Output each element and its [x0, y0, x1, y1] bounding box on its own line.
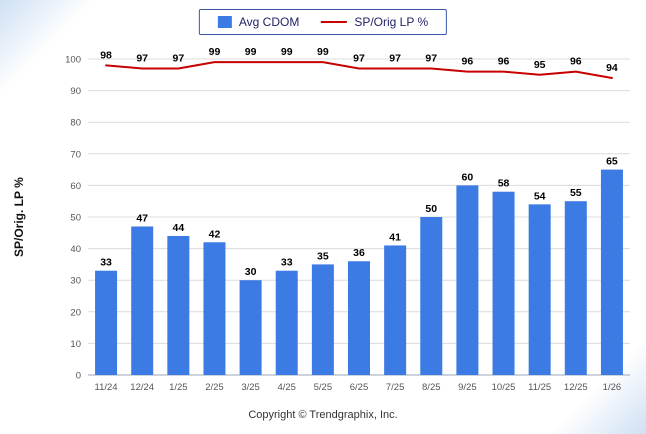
line-value-label: 99	[317, 46, 329, 58]
bar-series-swatch	[217, 16, 232, 28]
bar-avg-cdom	[95, 270, 118, 375]
bar-value-label: 65	[606, 156, 618, 168]
bar-avg-cdom	[492, 191, 515, 375]
legend-label-sp-orig-lp: SP/Orig LP %	[354, 15, 429, 29]
y-tick-label: 60	[70, 181, 81, 192]
bar-value-label: 42	[209, 228, 221, 240]
line-value-label: 96	[570, 56, 582, 68]
line-value-label: 94	[606, 62, 618, 74]
bar-value-label: 55	[570, 187, 582, 199]
bar-avg-cdom	[275, 270, 298, 375]
x-tick-label: 12/24	[130, 382, 154, 393]
x-tick-label: 4/25	[277, 382, 296, 393]
bar-value-label: 58	[498, 178, 510, 190]
legend-item-sp-orig-lp: SP/Orig LP %	[321, 15, 428, 29]
line-value-label: 97	[136, 52, 148, 64]
line-value-label: 97	[389, 52, 401, 64]
bar-value-label: 33	[281, 257, 293, 269]
y-tick-label: 30	[70, 276, 81, 287]
bar-avg-cdom	[239, 280, 262, 375]
x-tick-label: 10/25	[492, 382, 516, 393]
x-tick-label: 2/25	[205, 382, 224, 393]
y-tick-label: 80	[70, 118, 81, 129]
line-series-swatch	[321, 21, 348, 23]
x-tick-label: 1/26	[603, 382, 622, 393]
bar-avg-cdom	[456, 185, 479, 375]
x-tick-label: 7/25	[386, 382, 405, 393]
y-tick-label: 90	[70, 86, 81, 97]
y-tick-label: 100	[65, 55, 81, 66]
copyright-footer: Copyright © Trendgraphix, Inc.	[248, 409, 398, 421]
bar-avg-cdom	[311, 264, 334, 375]
y-tick-label: 10	[70, 339, 81, 350]
y-axis-label: SP/Orig. LP %	[12, 177, 26, 257]
line-value-label: 95	[534, 59, 546, 71]
y-tick-label: 0	[76, 371, 81, 382]
bar-avg-cdom	[528, 204, 551, 375]
line-value-label: 96	[498, 56, 510, 68]
bar-value-label: 41	[389, 231, 401, 243]
x-tick-label: 9/25	[458, 382, 477, 393]
line-value-label: 99	[245, 46, 257, 58]
x-tick-label: 11/24	[95, 382, 118, 393]
bar-avg-cdom	[420, 217, 443, 375]
y-tick-label: 70	[70, 149, 81, 160]
x-tick-label: 3/25	[241, 382, 260, 393]
bar-value-label: 36	[353, 247, 365, 259]
x-tick-label: 1/25	[169, 382, 188, 393]
bar-value-label: 35	[317, 250, 329, 262]
bar-avg-cdom	[600, 169, 623, 375]
y-tick-label: 20	[70, 307, 81, 318]
bar-value-label: 60	[462, 171, 474, 183]
y-tick-label: 40	[70, 244, 81, 255]
x-tick-label: 12/25	[564, 382, 588, 393]
bar-avg-cdom	[167, 235, 190, 375]
x-tick-label: 6/25	[350, 382, 369, 393]
line-value-label: 99	[281, 46, 293, 58]
bar-avg-cdom	[203, 242, 226, 375]
line-value-label: 96	[462, 56, 474, 68]
bar-avg-cdom	[564, 201, 587, 375]
bar-value-label: 30	[245, 266, 257, 278]
x-tick-label: 11/25	[528, 382, 551, 393]
bar-avg-cdom	[384, 245, 407, 375]
line-value-label: 97	[425, 52, 437, 64]
line-value-label: 97	[353, 52, 365, 64]
legend-label-avg-cdom: Avg CDOM	[238, 15, 300, 29]
x-tick-label: 5/25	[314, 382, 333, 393]
bar-avg-cdom	[348, 261, 370, 375]
legend-item-avg-cdom: Avg CDOM	[217, 15, 300, 29]
bar-value-label: 50	[425, 203, 437, 215]
line-value-label: 98	[100, 49, 112, 61]
x-tick-label: 8/25	[422, 382, 441, 393]
bar-value-label: 47	[136, 212, 148, 224]
line-value-label: 99	[209, 46, 221, 58]
sp-orig-lp-line	[105, 61, 613, 79]
chart-legend: Avg CDOM SP/Orig LP %	[198, 9, 448, 35]
bar-value-label: 44	[172, 222, 184, 234]
bar-avg-cdom	[131, 226, 154, 375]
y-tick-label: 50	[70, 213, 81, 224]
bar-value-label: 33	[100, 257, 112, 269]
bar-value-label: 54	[534, 190, 546, 202]
line-value-label: 97	[172, 52, 184, 64]
